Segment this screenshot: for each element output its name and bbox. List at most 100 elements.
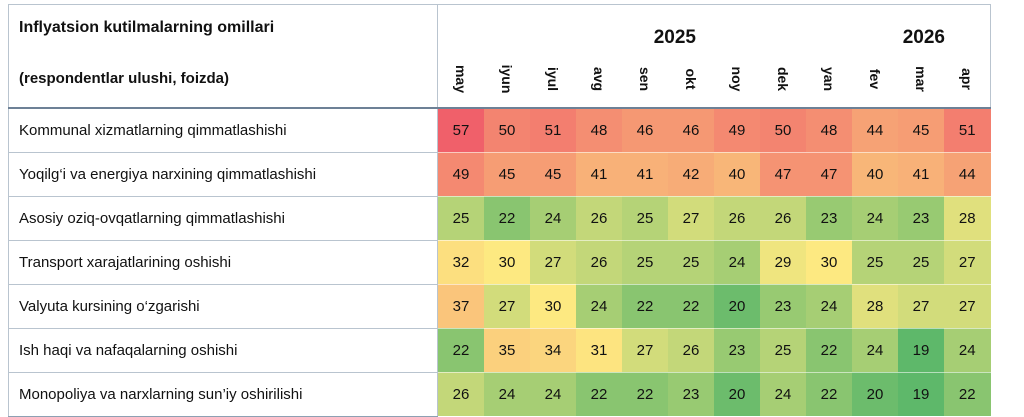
heatmap-cell: 26 — [760, 196, 806, 241]
heatmap-cell: 30 — [530, 284, 576, 329]
month-label: iyun — [499, 64, 515, 93]
heatmap-cell: 24 — [944, 328, 991, 373]
heatmap-cell: 20 — [852, 372, 898, 417]
heatmap-cell: 24 — [806, 284, 852, 329]
month-label: apr — [959, 67, 975, 90]
heatmap-cell: 24 — [852, 328, 898, 373]
month-header-dek: dek — [760, 50, 806, 109]
year-header-row: Inflyatsion kutilmalarning omillari 2025… — [8, 4, 991, 51]
table-title: Inflyatsion kutilmalarning omillari — [8, 4, 438, 51]
month-label: fev — [867, 68, 883, 89]
month-label: sen — [637, 66, 653, 91]
heatmap-cell: 22 — [944, 372, 991, 417]
month-header-may: may — [437, 50, 484, 109]
heatmap-cell: 44 — [852, 107, 898, 153]
month-header-yan: yan — [806, 50, 852, 109]
table-row: Monopoliya va narxlarning sun’iy oshiril… — [8, 372, 991, 417]
heatmap-cell: 26 — [437, 372, 484, 417]
row-label: Asosiy oziq-ovqatlarning qimmatlashishi — [8, 196, 438, 241]
month-header-sen: sen — [622, 50, 668, 109]
row-label: Yoqilg‘i va energiya narxining qimmatlas… — [8, 152, 438, 197]
heatmap-cell: 22 — [806, 372, 852, 417]
table-row: Ish haqi va nafaqalarning oshishi 22 35 34 3… — [8, 328, 991, 373]
heatmap-cell: 22 — [668, 284, 714, 329]
heatmap-cell: 41 — [622, 152, 668, 197]
month-label: mar — [913, 65, 929, 92]
heatmap-cell: 24 — [714, 240, 760, 285]
month-label: avg — [591, 66, 607, 91]
heatmap-cell: 22 — [576, 372, 622, 417]
heatmap-cell: 19 — [898, 372, 944, 417]
heatmap-cell: 22 — [484, 196, 530, 241]
heatmap-cell: 26 — [714, 196, 760, 241]
heatmap-cell: 27 — [622, 328, 668, 373]
heatmap-cell: 23 — [898, 196, 944, 241]
heatmap-table: Inflyatsion kutilmalarning omillari 2025… — [8, 4, 991, 417]
heatmap-cell: 41 — [898, 152, 944, 197]
heatmap-cell: 42 — [668, 152, 714, 197]
heatmap-cell: 31 — [576, 328, 622, 373]
heatmap-cell: 27 — [944, 240, 991, 285]
heatmap-cell: 44 — [944, 152, 991, 197]
heatmap-cell: 24 — [852, 196, 898, 241]
heatmap-cell: 29 — [760, 240, 806, 285]
year-header-2025: 2025 — [437, 4, 806, 51]
month-header-iyun: iyun — [484, 50, 530, 109]
heatmap-cell: 25 — [622, 196, 668, 241]
heatmap-cell: 32 — [437, 240, 484, 285]
month-label: okt — [683, 68, 699, 89]
heatmap-cell: 40 — [714, 152, 760, 197]
heatmap-cell: 27 — [668, 196, 714, 241]
table-row: Transport xarajatlarining oshishi 32 30 27 2… — [8, 240, 991, 285]
table-subtitle: (respondentlar ulushi, foizda) — [8, 50, 438, 109]
month-label: noy — [729, 66, 745, 91]
heatmap-cell: 23 — [668, 372, 714, 417]
heatmap-cell: 45 — [530, 152, 576, 197]
heatmap-cell: 20 — [714, 284, 760, 329]
heatmap-cell: 48 — [576, 107, 622, 153]
table-row: Asosiy oziq-ovqatlarning qimmatlashishi 2… — [8, 196, 991, 241]
heatmap-cell: 24 — [530, 372, 576, 417]
heatmap-cell: 37 — [437, 284, 484, 329]
heatmap-cell: 30 — [484, 240, 530, 285]
month-label: iyul — [545, 66, 561, 91]
heatmap-cell: 45 — [484, 152, 530, 197]
heatmap-cell: 24 — [530, 196, 576, 241]
month-header-mar: mar — [898, 50, 944, 109]
heatmap-cell: 50 — [484, 107, 530, 153]
heatmap-cell: 24 — [760, 372, 806, 417]
heatmap-cell: 34 — [530, 328, 576, 373]
row-label: Monopoliya va narxlarning sun’iy oshiril… — [8, 372, 438, 417]
heatmap-cell: 47 — [806, 152, 852, 197]
heatmap-cell: 46 — [622, 107, 668, 153]
heatmap-cell: 24 — [576, 284, 622, 329]
heatmap-cell: 27 — [484, 284, 530, 329]
heatmap-cell: 26 — [576, 196, 622, 241]
heatmap-cell: 25 — [898, 240, 944, 285]
row-label: Valyuta kursining o‘zgarishi — [8, 284, 438, 329]
heatmap-cell: 22 — [806, 328, 852, 373]
heatmap-cell: 23 — [806, 196, 852, 241]
month-label: yan — [821, 66, 837, 91]
heatmap-cell: 28 — [852, 284, 898, 329]
heatmap-cell: 25 — [437, 196, 484, 241]
month-label: may — [453, 64, 469, 93]
heatmap-cell: 20 — [714, 372, 760, 417]
row-label: Ish haqi va nafaqalarning oshishi — [8, 328, 438, 373]
heatmap-cell: 19 — [898, 328, 944, 373]
table-body: Kommunal xizmatlarning qimmatlashishi 57 5… — [8, 107, 991, 417]
heatmap-cell: 57 — [437, 107, 484, 153]
month-header-fev: fev — [852, 50, 898, 109]
month-header-noy: noy — [714, 50, 760, 109]
heatmap-cell: 23 — [714, 328, 760, 373]
heatmap-cell: 48 — [806, 107, 852, 153]
heatmap-cell: 47 — [760, 152, 806, 197]
row-label: Kommunal xizmatlarning qimmatlashishi — [8, 107, 438, 153]
table-row: Kommunal xizmatlarning qimmatlashishi 57 5… — [8, 107, 991, 153]
heatmap-cell: 49 — [714, 107, 760, 153]
month-header-avg: avg — [576, 50, 622, 109]
heatmap-cell: 46 — [668, 107, 714, 153]
heatmap-cell: 41 — [576, 152, 622, 197]
heatmap-cell: 28 — [944, 196, 991, 241]
table-row: Yoqilg‘i va energiya narxining qimmatlas… — [8, 152, 991, 197]
